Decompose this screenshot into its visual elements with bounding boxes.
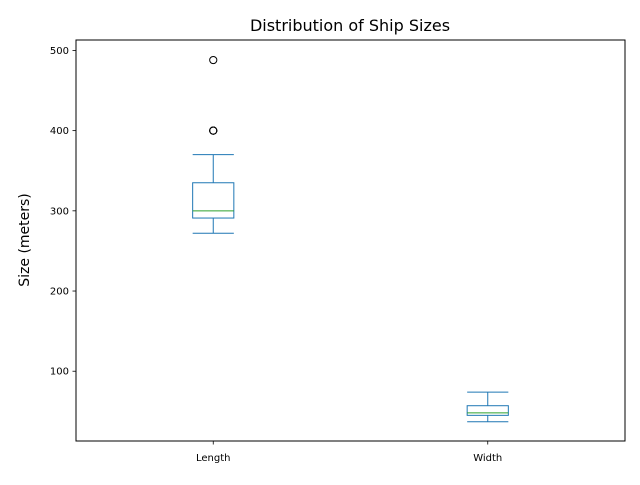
x-tick-label-width: Width (473, 453, 502, 464)
plot-frame (75, 39, 626, 442)
box-length (192, 55, 235, 234)
outlier-length-3 (209, 55, 218, 65)
outlier-length-2 (209, 126, 218, 135)
x-tick-label-length: Length (196, 453, 231, 464)
x-axis-ticks: Length Width (196, 441, 502, 464)
y-tick-label-200: 200 (50, 287, 69, 298)
box-width (466, 391, 509, 423)
y-axis-ticks: 100 200 300 400 500 (50, 46, 76, 378)
y-tick-label-100: 100 (50, 367, 69, 378)
iqr-box-width (466, 405, 509, 416)
chart-title: Distribution of Ship Sizes (250, 16, 450, 35)
iqr-box-length (192, 182, 235, 219)
y-tick-label-400: 400 (50, 126, 69, 137)
box-series (192, 55, 509, 423)
y-tick-label-300: 300 (50, 206, 69, 217)
y-axis-label: Size (meters) (17, 193, 33, 287)
y-tick-label-500: 500 (50, 46, 69, 57)
